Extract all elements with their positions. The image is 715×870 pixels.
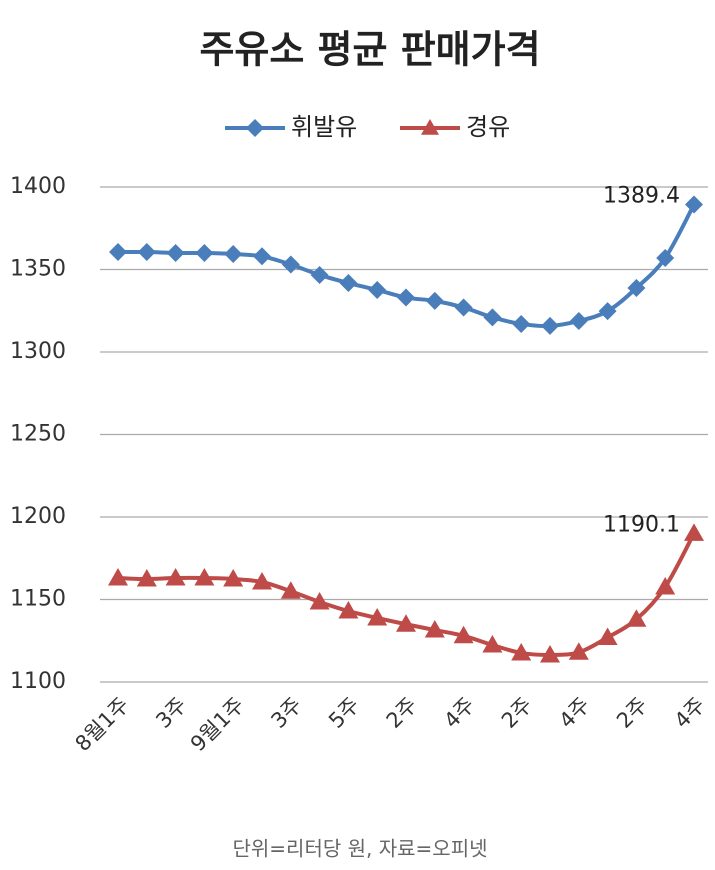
- point: [424, 620, 445, 638]
- y-tick-label: 1200: [10, 504, 66, 529]
- point: [310, 265, 329, 284]
- x-tick-label: 3주: [151, 693, 191, 733]
- x-tick-label: 3주: [266, 693, 306, 733]
- point: [453, 625, 474, 644]
- point: [656, 248, 675, 267]
- point: [597, 627, 618, 645]
- value-label: 1190.1: [603, 512, 680, 537]
- x-tick-label: 4주: [670, 693, 710, 733]
- point: [109, 243, 127, 262]
- x-tick-label: 2주: [497, 693, 537, 733]
- x-tick-label: 2주: [382, 693, 422, 733]
- point: [252, 572, 272, 590]
- point: [568, 642, 589, 660]
- footnote: 단위=리터당 원, 자료=오피넷: [233, 837, 488, 861]
- point: [685, 195, 703, 214]
- point: [396, 614, 416, 632]
- point: [165, 568, 186, 586]
- point: [655, 576, 676, 595]
- point: [338, 601, 359, 619]
- point: [223, 569, 244, 587]
- point: [482, 635, 503, 653]
- point: [397, 288, 415, 307]
- point: [511, 642, 532, 661]
- x-tick-label: 2주: [612, 693, 652, 733]
- point: [309, 591, 330, 610]
- point: [598, 302, 617, 321]
- point: [540, 644, 560, 663]
- legend-label: 경유: [466, 113, 510, 141]
- point: [280, 581, 301, 599]
- point: [684, 523, 704, 541]
- y-tick-label: 1250: [10, 422, 66, 447]
- x-tick-label: 4주: [554, 693, 594, 733]
- point: [253, 247, 271, 266]
- point: [454, 298, 473, 317]
- point: [195, 244, 214, 262]
- point: [281, 255, 300, 274]
- y-tick-label: 1150: [10, 587, 66, 612]
- point: [627, 278, 646, 297]
- x-tick-label: 5주: [324, 693, 364, 733]
- y-tick-label: 1400: [10, 174, 66, 199]
- point: [136, 569, 157, 587]
- point: [512, 314, 531, 333]
- point: [626, 609, 647, 627]
- point: [541, 316, 559, 335]
- legend-marker: [246, 119, 264, 137]
- y-tick-label: 1350: [10, 257, 66, 282]
- point: [569, 311, 588, 330]
- point: [224, 244, 243, 263]
- point: [368, 280, 387, 299]
- y-tick-label: 1100: [10, 669, 66, 694]
- legend-marker: [421, 119, 439, 135]
- point: [166, 244, 185, 262]
- point: [425, 291, 444, 310]
- point: [367, 607, 388, 626]
- x-tick-label: 9월1주: [186, 693, 249, 756]
- y-tick-label: 1300: [10, 339, 66, 364]
- point: [194, 568, 215, 586]
- point: [108, 568, 128, 586]
- chart-title: 주유소 평균 판매가격: [199, 28, 540, 72]
- point: [483, 308, 502, 327]
- x-tick-label: 4주: [439, 693, 479, 733]
- value-label: 1389.4: [603, 183, 680, 208]
- point: [137, 243, 156, 262]
- x-tick-label: 8월1주: [71, 693, 134, 756]
- legend-label: 휘발유: [291, 113, 357, 141]
- point: [339, 274, 358, 293]
